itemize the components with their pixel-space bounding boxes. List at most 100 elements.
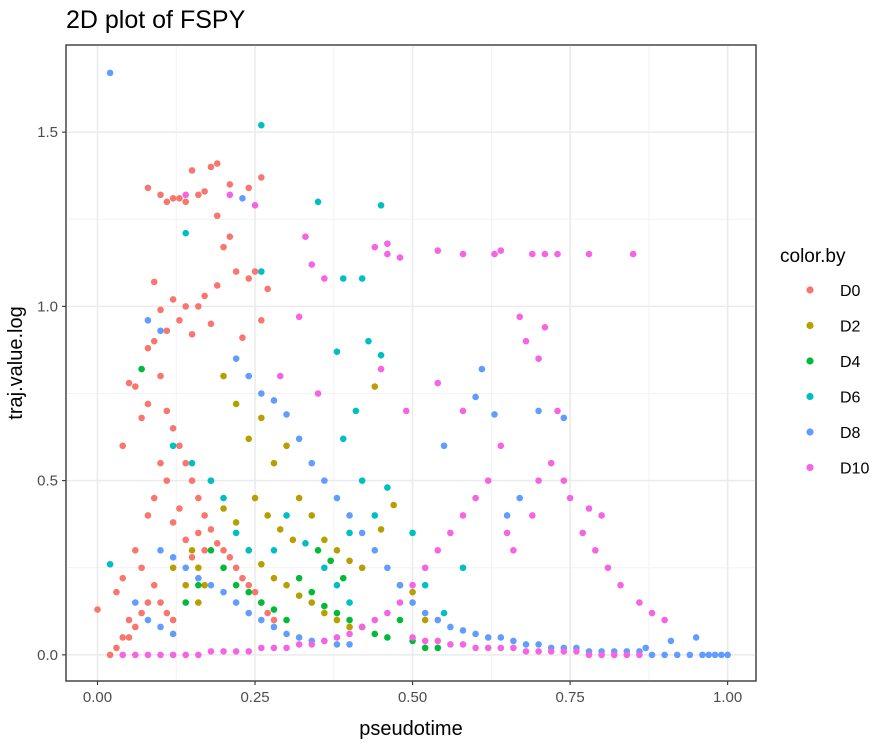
data-point bbox=[321, 564, 328, 572]
data-point bbox=[245, 372, 253, 380]
data-point bbox=[169, 616, 177, 624]
data-point bbox=[339, 275, 347, 282]
data-point bbox=[289, 536, 297, 544]
data-point bbox=[138, 564, 145, 572]
data-point bbox=[491, 250, 498, 258]
data-point bbox=[283, 644, 290, 652]
data-point bbox=[157, 306, 164, 314]
data-point bbox=[251, 588, 259, 596]
data-point bbox=[592, 547, 599, 554]
data-point bbox=[195, 574, 202, 582]
series-d10 bbox=[119, 191, 668, 659]
data-point bbox=[232, 268, 240, 275]
data-point bbox=[276, 526, 284, 533]
data-point bbox=[699, 651, 706, 659]
data-point bbox=[119, 651, 127, 659]
data-point bbox=[125, 634, 133, 641]
data-point bbox=[138, 609, 145, 617]
data-point bbox=[144, 317, 152, 324]
legend-label: D4 bbox=[840, 354, 861, 371]
data-point bbox=[207, 547, 215, 554]
data-point bbox=[377, 365, 385, 373]
data-point bbox=[226, 553, 234, 561]
data-point bbox=[245, 184, 253, 192]
data-point bbox=[314, 390, 322, 397]
data-point bbox=[245, 609, 253, 617]
data-point bbox=[220, 494, 227, 502]
data-point bbox=[157, 327, 164, 335]
data-point bbox=[195, 581, 202, 589]
data-point bbox=[258, 644, 265, 652]
data-point bbox=[169, 651, 177, 659]
data-point bbox=[188, 547, 196, 554]
data-point bbox=[491, 411, 498, 418]
data-point bbox=[113, 588, 120, 596]
data-point bbox=[503, 529, 511, 537]
plot-panel bbox=[65, 44, 757, 682]
data-point bbox=[144, 651, 152, 659]
data-point bbox=[560, 414, 568, 422]
data-point bbox=[144, 616, 152, 624]
data-point bbox=[554, 407, 561, 415]
data-point bbox=[245, 581, 253, 589]
data-point bbox=[510, 644, 517, 652]
data-point bbox=[157, 372, 164, 380]
data-point bbox=[346, 641, 353, 648]
data-point bbox=[358, 564, 366, 572]
data-point bbox=[642, 644, 650, 652]
data-point bbox=[201, 581, 208, 589]
x-tick-label: 0.50 bbox=[398, 689, 427, 706]
data-point bbox=[220, 547, 227, 554]
data-point bbox=[535, 407, 542, 415]
data-point bbox=[459, 250, 467, 258]
chart-title: 2D plot of FSPY bbox=[66, 6, 246, 34]
data-point bbox=[106, 560, 114, 568]
data-point bbox=[384, 250, 391, 258]
data-point bbox=[623, 651, 631, 659]
data-point bbox=[220, 243, 227, 251]
legend-key bbox=[806, 428, 814, 436]
data-points bbox=[94, 69, 731, 659]
data-point bbox=[207, 163, 215, 171]
data-point bbox=[283, 616, 290, 624]
data-point bbox=[258, 616, 265, 624]
data-point bbox=[195, 529, 202, 537]
legend-item-d2: D2 bbox=[806, 319, 861, 336]
data-point bbox=[182, 191, 190, 199]
data-point bbox=[516, 494, 523, 502]
data-point bbox=[239, 574, 246, 582]
data-point bbox=[150, 278, 158, 286]
data-point bbox=[333, 641, 341, 648]
data-point bbox=[692, 634, 700, 641]
legend: color.by D0 D2 D4 D6 D8 D10 bbox=[780, 246, 869, 478]
series-d0 bbox=[94, 160, 278, 659]
data-point bbox=[358, 623, 366, 631]
data-point bbox=[144, 599, 152, 606]
data-point bbox=[384, 240, 391, 247]
data-point bbox=[365, 337, 372, 345]
data-point bbox=[270, 459, 278, 467]
legend-key bbox=[806, 463, 814, 472]
data-point bbox=[150, 581, 158, 589]
data-point bbox=[270, 644, 278, 652]
data-point bbox=[308, 459, 316, 467]
data-point bbox=[409, 634, 416, 641]
data-point bbox=[258, 268, 265, 275]
data-point bbox=[157, 547, 164, 554]
data-point bbox=[169, 296, 177, 303]
data-point bbox=[195, 651, 202, 659]
data-point bbox=[377, 351, 385, 359]
data-point bbox=[459, 564, 467, 572]
data-point bbox=[321, 536, 328, 544]
data-point bbox=[346, 557, 353, 565]
data-point bbox=[333, 348, 341, 355]
data-point bbox=[232, 581, 240, 589]
data-point bbox=[302, 233, 309, 240]
data-point bbox=[276, 372, 284, 380]
data-point bbox=[169, 553, 177, 561]
data-point bbox=[144, 400, 152, 408]
series-d6 bbox=[106, 121, 467, 617]
data-point bbox=[182, 599, 190, 606]
data-point bbox=[421, 616, 429, 624]
y-tick-label: 0.0 bbox=[37, 647, 58, 664]
